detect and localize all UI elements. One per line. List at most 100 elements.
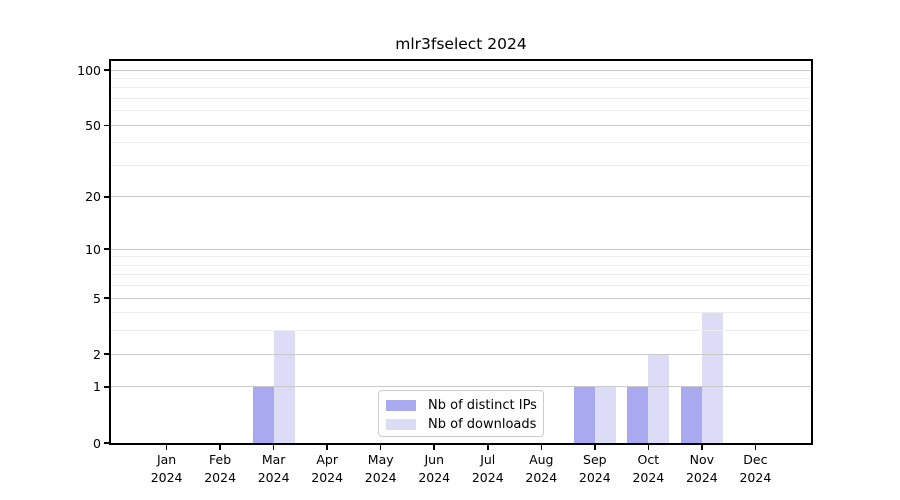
x-tick-year: 2024 <box>204 469 237 485</box>
x-axis-tick <box>272 445 275 450</box>
x-tick-year: 2024 <box>418 469 451 485</box>
y-axis-tick <box>104 69 109 71</box>
gridline-minor <box>111 312 811 314</box>
x-tick-label-nov: Nov 2024 <box>670 451 734 486</box>
bar-nb-of-distinct-ips-nov <box>680 386 702 443</box>
bar-nb-of-downloads-oct <box>648 354 670 443</box>
bar-nb-of-downloads-nov <box>701 312 723 443</box>
x-tick-month: Jun <box>424 452 444 467</box>
y-axis-tick <box>104 386 109 388</box>
y-tick-label: 20 <box>85 189 101 205</box>
y-tick-label: 100 <box>77 62 101 78</box>
x-tick-month: Nov <box>689 452 715 467</box>
x-tick-label-apr: Apr 2024 <box>295 451 359 486</box>
gridline-minor <box>111 142 811 144</box>
gridline-minor <box>111 165 811 166</box>
x-tick-label-may: May 2024 <box>349 451 413 486</box>
x-tick-year: 2024 <box>364 469 397 485</box>
gridline-major <box>111 124 811 126</box>
y-axis-tick <box>104 124 109 127</box>
x-axis-tick <box>219 445 221 450</box>
x-tick-label-dec: Dec 2024 <box>723 451 787 486</box>
x-axis-tick <box>594 445 596 450</box>
x-tick-month: Dec <box>743 452 768 467</box>
x-tick-year: 2024 <box>632 469 665 485</box>
x-tick-year: 2024 <box>739 469 772 485</box>
y-axis-tick <box>104 353 109 355</box>
bar-nb-of-downloads-sep <box>594 386 616 443</box>
chart-title: mlr3fselect 2024 <box>395 35 527 53</box>
legend-label-downloads: Nb of downloads <box>428 417 537 432</box>
x-axis-tick <box>326 445 328 450</box>
x-axis-tick <box>487 445 489 450</box>
gridline-major <box>111 69 811 71</box>
x-axis-tick <box>754 445 757 450</box>
x-axis-tick <box>647 445 650 450</box>
gridline-minor <box>111 330 811 332</box>
bar-nb-of-distinct-ips-sep <box>573 386 595 443</box>
y-axis-tick <box>104 248 109 250</box>
x-tick-label-aug: Aug 2024 <box>509 451 573 486</box>
x-tick-label-jul: Jul 2024 <box>456 451 520 486</box>
bar-nb-of-distinct-ips-oct <box>627 386 649 443</box>
y-axis-tick <box>104 442 109 444</box>
gridline-minor <box>111 256 811 258</box>
gridline-minor <box>111 87 811 89</box>
x-tick-year: 2024 <box>578 469 611 485</box>
gridline-minor <box>111 264 811 266</box>
y-axis-tick <box>104 196 109 198</box>
x-tick-month: Mar <box>261 452 286 467</box>
y-axis-tick <box>104 297 109 299</box>
x-tick-month: Feb <box>209 452 232 467</box>
x-axis-tick <box>433 445 435 450</box>
x-tick-label-jun: Jun 2024 <box>402 451 466 486</box>
gridline-minor <box>111 274 811 276</box>
x-tick-label-sep: Sep 2024 <box>563 451 627 486</box>
gridline-major <box>111 297 811 299</box>
gridline-major <box>111 353 811 355</box>
legend-swatch-downloads <box>386 419 416 430</box>
gridline-minor <box>111 77 811 79</box>
gridline-major <box>111 248 811 250</box>
y-tick-label: 5 <box>93 290 101 306</box>
legend-item-downloads: Nb of downloads <box>379 415 543 434</box>
y-tick-label: 1 <box>93 379 101 395</box>
x-tick-label-oct: Oct 2024 <box>616 451 680 486</box>
gridline-minor <box>111 285 811 287</box>
gridline-major <box>111 386 811 388</box>
x-axis-tick <box>379 445 382 450</box>
x-tick-year: 2024 <box>257 469 290 485</box>
y-tick-label: 10 <box>85 241 101 257</box>
x-axis-tick <box>701 445 703 450</box>
gridline-minor <box>111 98 811 100</box>
legend: Nb of distinct IPs Nb of downloads <box>378 390 544 437</box>
legend-swatch-distinct-ips <box>386 400 416 411</box>
y-tick-label: 2 <box>93 346 101 362</box>
x-tick-year: 2024 <box>311 469 344 485</box>
x-tick-label-feb: Feb 2024 <box>188 451 252 486</box>
x-tick-label-jan: Jan 2024 <box>135 451 199 486</box>
x-tick-label-mar: Mar 2024 <box>242 451 306 486</box>
gridline-major <box>111 196 811 198</box>
x-tick-year: 2024 <box>525 469 558 485</box>
x-tick-year: 2024 <box>471 469 504 485</box>
bar-nb-of-distinct-ips-mar <box>252 386 274 443</box>
x-tick-month: Oct <box>637 452 660 467</box>
legend-item-distinct-ips: Nb of distinct IPs <box>379 396 543 415</box>
x-tick-year: 2024 <box>685 469 718 485</box>
x-tick-month: Jan <box>156 452 177 467</box>
x-tick-month: May <box>367 452 394 467</box>
x-tick-month: Jul <box>480 452 496 467</box>
y-tick-label: 50 <box>85 117 101 133</box>
x-axis-tick <box>540 445 543 450</box>
plot-area <box>111 61 811 443</box>
x-tick-month: Apr <box>316 452 338 467</box>
x-tick-month: Aug <box>529 452 554 467</box>
gridline-minor <box>111 110 811 112</box>
x-axis-tick <box>165 445 168 450</box>
x-tick-month: Sep <box>583 452 607 467</box>
legend-label-distinct-ips: Nb of distinct IPs <box>428 398 537 413</box>
x-tick-year: 2024 <box>150 469 183 485</box>
y-tick-label: 0 <box>93 435 101 451</box>
